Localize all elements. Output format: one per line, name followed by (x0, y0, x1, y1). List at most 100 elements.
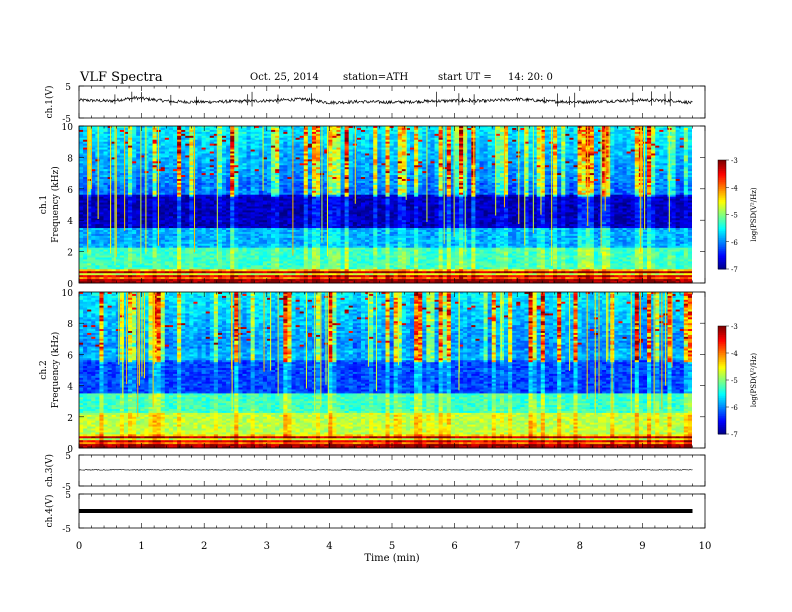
spectrogram-cell (83, 194, 88, 198)
spectrogram-cell (103, 214, 109, 217)
spectrogram-cell (83, 159, 88, 162)
spectrogram-cell (99, 231, 104, 235)
spectrogram-cell (132, 131, 137, 135)
spectrogram-cell (115, 277, 121, 280)
spectrogram-cell (91, 194, 96, 198)
spectrogram-cell (91, 220, 96, 223)
spectrogram-cell (83, 186, 88, 190)
spectrogram-cell (103, 133, 109, 137)
spectrogram-cell (95, 243, 100, 247)
spectrogram-cell (95, 202, 100, 205)
spectrogram-cell (111, 235, 117, 239)
spectrogram-cell (128, 255, 133, 258)
spectrogram-cell (103, 161, 109, 164)
spectrogram-cell (119, 220, 125, 223)
spectrogram-cell (83, 245, 88, 249)
spectrogram-cell (128, 192, 133, 196)
spectrogram-cell (95, 143, 100, 147)
spectrogram-cell (136, 192, 141, 196)
spectrogram-cell (95, 169, 100, 172)
spectrogram-cell (99, 143, 104, 147)
spectrogram-cell (83, 127, 88, 131)
spectrogram-cell (115, 200, 121, 203)
spectrogram-cell (79, 255, 84, 258)
spectrogram-cell (91, 198, 96, 201)
spectrogram-cell (128, 251, 133, 254)
spectrogram-cell (99, 159, 104, 162)
spectrogram-cell (95, 151, 100, 154)
spectrogram-cell (95, 245, 100, 249)
spectrogram-cell (87, 208, 92, 211)
spectrogram-cell (107, 208, 113, 211)
spectrogram-cell (136, 137, 141, 141)
spectrogram-cell (107, 273, 113, 276)
spectrogram-cell (79, 190, 84, 194)
spectrogram-cell (111, 198, 117, 201)
spectrogram-cell (128, 233, 133, 237)
spectrogram-cell (123, 177, 129, 180)
spectrogram-cell (99, 178, 104, 182)
spectrogram-cell (83, 257, 88, 260)
spectrogram-cell (107, 173, 113, 176)
spectrogram-cell (107, 220, 113, 223)
spectrogram-cell (123, 151, 129, 154)
spectrogram-cell (99, 165, 104, 168)
spectrogram-cell (111, 196, 117, 200)
spectrogram-cell (132, 190, 137, 194)
spectrogram-cell (123, 206, 129, 209)
spectrogram-cell (91, 143, 96, 147)
spectrogram-cell (128, 267, 133, 270)
spectrogram-cell (87, 267, 92, 270)
spectrogram-cell (115, 141, 121, 145)
spectrogram-cell (115, 257, 121, 260)
spectrogram-cell (83, 226, 88, 229)
spectrogram-cell (123, 192, 129, 196)
spectrogram-cell (119, 139, 125, 143)
spectrogram-cell (83, 126, 88, 129)
spectrogram-cell (115, 153, 121, 156)
spectrogram-cell (87, 231, 92, 235)
spectrogram-cell (132, 186, 137, 190)
spectrogram-cell (83, 167, 88, 170)
spectrogram-cell (103, 231, 109, 235)
spectrogram-cell (107, 243, 113, 247)
spectrogram-cell (95, 149, 100, 152)
spectrogram-cell (111, 171, 117, 174)
spectrogram-cell (79, 208, 84, 211)
spectrogram-cell (99, 163, 104, 166)
spectrogram-cell (99, 153, 104, 156)
spectrogram-cell (95, 157, 100, 160)
spectrogram-cell (87, 255, 92, 258)
spectrogram-cell (83, 149, 88, 152)
spectrogram-cell (103, 255, 109, 258)
spectrogram-cell (79, 228, 84, 231)
spectrogram-cell (83, 157, 88, 160)
spectrogram-cell (79, 141, 84, 145)
spectrogram-cell (79, 177, 84, 180)
spectrogram-cell (99, 249, 104, 252)
spectrogram-cell (128, 214, 133, 217)
spectrogram-cell (123, 147, 129, 150)
spectrogram-cell (99, 135, 104, 139)
spectrogram-cell (128, 182, 133, 186)
spectrogram-cell (119, 200, 125, 203)
spectrogram-cell (123, 171, 129, 174)
spectrogram-cell (83, 259, 88, 262)
spectrogram-cell (79, 279, 84, 282)
spectrogram-cell (79, 261, 84, 264)
spectrogram-cell (119, 257, 125, 260)
spectrogram-cell (136, 222, 141, 225)
spectrogram-cell (132, 143, 137, 147)
spectrogram-cell (119, 196, 125, 200)
spectrogram-cell (99, 126, 104, 129)
spectrogram-cell (79, 251, 84, 254)
spectrogram-cell (115, 251, 121, 254)
spectrogram-cell (119, 210, 125, 213)
spectrogram-cell (107, 155, 113, 158)
spectrogram-cell (132, 235, 137, 239)
spectrogram-cell (87, 204, 92, 207)
spectrogram-cell (119, 157, 125, 160)
spectrogram-cell (128, 135, 133, 139)
spectrogram-cell (103, 171, 109, 174)
spectrogram-cell (99, 137, 104, 141)
